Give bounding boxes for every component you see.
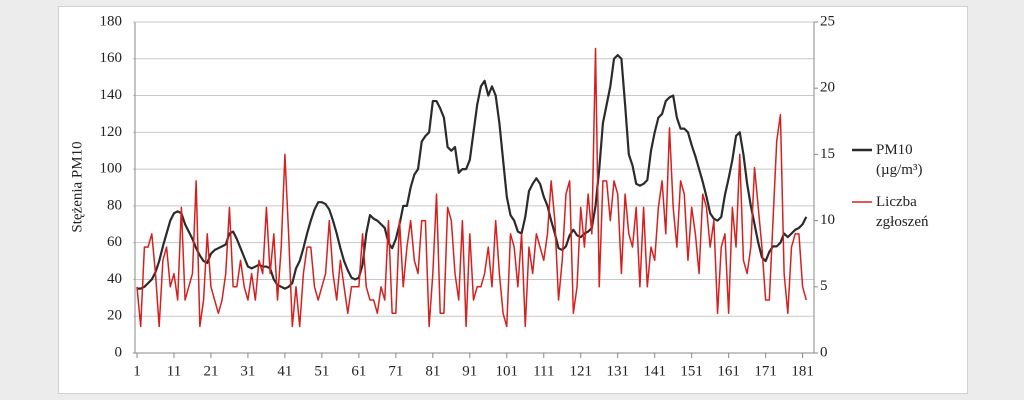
y2-tick-label: 20: [820, 80, 835, 96]
x-tick-label: 71: [388, 363, 403, 379]
x-tick-label: 151: [680, 363, 703, 379]
x-tick-label: 171: [754, 363, 777, 379]
x-tick-label: 11: [167, 363, 181, 379]
x-tick-label: 81: [425, 363, 440, 379]
x-tick-label: 161: [717, 363, 740, 379]
x-tick-label: 31: [240, 363, 255, 379]
x-tick-label: 1: [133, 363, 141, 379]
y2-tick-label: 10: [820, 212, 835, 228]
x-tick-label: 181: [791, 363, 814, 379]
y-tick-label: 160: [100, 50, 123, 66]
x-tick-label: 121: [569, 363, 592, 379]
x-tick-label: 91: [462, 363, 477, 379]
legend-label: Liczba zgłoszeń: [876, 194, 929, 230]
y-tick-label: 140: [100, 87, 123, 103]
series-line: [137, 54, 808, 290]
x-tick-label: 101: [496, 363, 519, 379]
y2-tick-label: 15: [820, 146, 835, 162]
chart-frame: [58, 6, 968, 394]
y-tick-label: 80: [107, 197, 122, 213]
y-axis-label: Stężenia PM10: [69, 141, 85, 232]
y-tick-label: 60: [107, 234, 122, 250]
y2-tick-label: 0: [820, 344, 828, 360]
x-tick-label: 111: [533, 363, 554, 379]
y2-tick-label: 5: [820, 278, 828, 294]
x-tick-label: 61: [351, 363, 366, 379]
y-tick-label: 0: [115, 344, 123, 360]
x-tick-label: 21: [203, 363, 218, 379]
x-tick-label: 141: [643, 363, 666, 379]
x-tick-label: 131: [606, 363, 629, 379]
y-tick-label: 100: [100, 161, 123, 177]
y-tick-label: 120: [100, 124, 123, 140]
legend-label: PM10 (µg/m³): [876, 142, 923, 178]
y2-tick-label: 25: [820, 13, 835, 29]
y-tick-label: 20: [107, 308, 122, 324]
x-tick-label: 51: [314, 363, 329, 379]
series-line: [136, 47, 808, 328]
y-tick-label: 40: [107, 271, 122, 287]
y-tick-label: 180: [100, 13, 123, 29]
x-tick-label: 41: [277, 363, 292, 379]
